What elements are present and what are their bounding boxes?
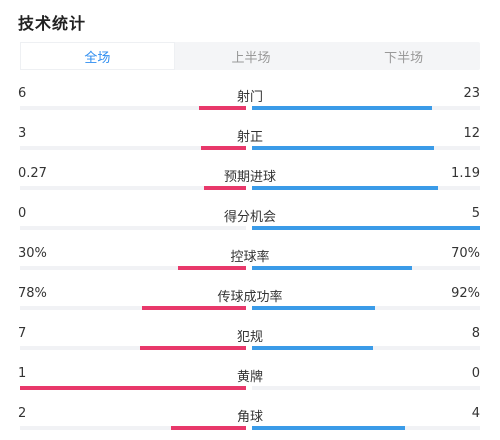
- stat-label: 角球: [236, 410, 263, 425]
- stat-label: 射正: [236, 130, 263, 145]
- away-bar: [252, 146, 435, 150]
- stat-label: 传球成功率: [217, 290, 283, 305]
- away-bar-track: [252, 106, 480, 110]
- stats-list: 6 射门 23 3 射正 12 0.27 预期进球 1.19 0 得分机会 5 30% 控球率 70% 78%…: [0, 82, 500, 440]
- home-bar: [198, 106, 246, 110]
- stat-row: 2 角球 4: [0, 402, 500, 440]
- away-bar-track: [252, 386, 480, 390]
- home-bar-track: [20, 266, 246, 270]
- tab-first-half[interactable]: 上半场: [231, 50, 271, 66]
- home-value: 1: [18, 366, 27, 381]
- away-bar: [252, 106, 433, 110]
- away-bar: [252, 306, 376, 310]
- home-bar-track: [20, 186, 246, 190]
- away-value: 1.19: [451, 166, 480, 181]
- home-bar-track: [20, 346, 246, 350]
- away-bar: [252, 226, 480, 230]
- away-bar-track: [252, 346, 480, 350]
- stat-row: 0 得分机会 5: [0, 202, 500, 242]
- home-bar: [171, 426, 246, 430]
- away-value: 23: [463, 86, 480, 101]
- away-bar: [252, 426, 405, 430]
- stat-row: 7 犯规 8: [0, 322, 500, 362]
- home-bar: [142, 306, 246, 310]
- away-bar-track: [252, 266, 480, 270]
- home-bar-track: [20, 146, 246, 150]
- page-title: 技术统计: [18, 14, 87, 33]
- home-bar: [139, 346, 246, 350]
- away-bar-track: [252, 426, 480, 430]
- stat-label: 得分机会: [223, 210, 276, 225]
- home-bar: [20, 386, 246, 390]
- home-bar-track: [20, 106, 246, 110]
- home-bar-track: [20, 306, 246, 310]
- away-bar: [252, 266, 412, 270]
- home-value: 78%: [18, 286, 47, 301]
- home-bar-track: [20, 226, 246, 230]
- home-bar: [200, 146, 246, 150]
- tab-full-match[interactable]: 全场: [20, 42, 175, 70]
- away-value: 8: [471, 326, 480, 341]
- stat-row: 0.27 预期进球 1.19: [0, 162, 500, 202]
- stat-row: 6 射门 23: [0, 82, 500, 122]
- tab-second-half[interactable]: 下半场: [384, 50, 424, 66]
- stat-label: 犯规: [236, 330, 263, 345]
- stat-label: 预期进球: [223, 170, 276, 185]
- away-value: 4: [471, 406, 480, 421]
- away-bar-track: [252, 146, 480, 150]
- home-value: 0: [18, 206, 27, 221]
- away-bar-track: [252, 306, 480, 310]
- home-value: 3: [18, 126, 27, 141]
- away-value: 0: [471, 366, 480, 381]
- home-bar-track: [20, 386, 246, 390]
- period-tabs: 全场 上半场 下半场: [20, 42, 480, 70]
- away-bar-track: [252, 186, 480, 190]
- home-bar: [204, 186, 246, 190]
- stat-row: 1 黄牌 0: [0, 362, 500, 402]
- stat-row: 3 射正 12: [0, 122, 500, 162]
- home-bar-track: [20, 426, 246, 430]
- stat-row: 78% 传球成功率 92%: [0, 282, 500, 322]
- away-bar: [252, 346, 373, 350]
- home-bar: [178, 266, 246, 270]
- stat-label: 控球率: [230, 250, 270, 265]
- away-bar: [252, 186, 438, 190]
- stat-label: 黄牌: [236, 370, 263, 385]
- home-value: 30%: [18, 246, 47, 261]
- away-value: 5: [471, 206, 480, 221]
- home-value: 2: [18, 406, 27, 421]
- away-value: 70%: [451, 246, 480, 261]
- stat-label: 射门: [236, 90, 263, 105]
- away-bar-track: [252, 226, 480, 230]
- away-value: 92%: [451, 286, 480, 301]
- stat-row: 30% 控球率 70%: [0, 242, 500, 282]
- home-value: 0.27: [18, 166, 47, 181]
- home-value: 7: [18, 326, 27, 341]
- away-value: 12: [463, 126, 480, 141]
- home-value: 6: [18, 86, 27, 101]
